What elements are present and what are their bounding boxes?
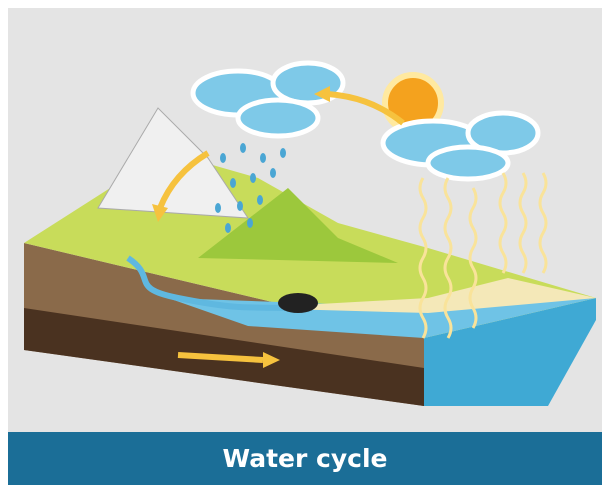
clouds <box>193 63 538 179</box>
snowy-mountain <box>98 108 248 218</box>
figure: Water cycle <box>0 0 602 485</box>
water-cycle-illustration <box>8 8 602 432</box>
caption: Water cycle <box>8 432 602 485</box>
rocks <box>278 293 318 313</box>
